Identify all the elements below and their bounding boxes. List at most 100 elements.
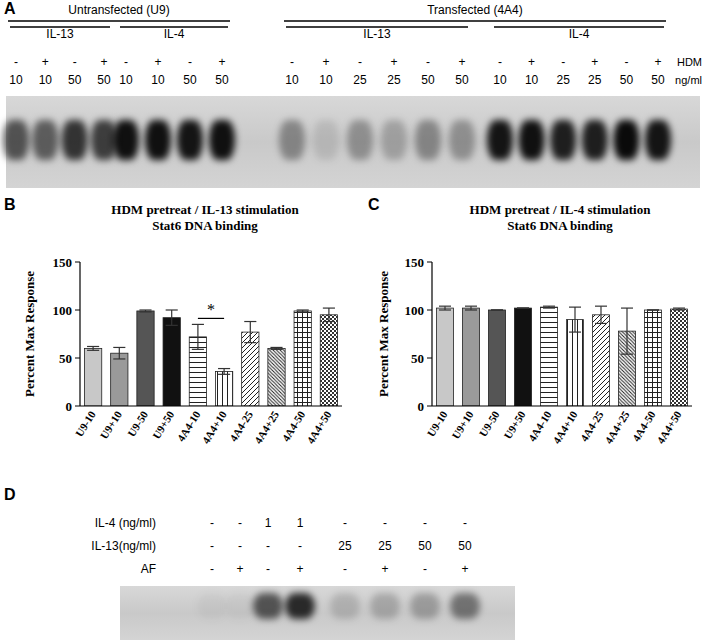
- group-label: Transfected (4A4): [427, 3, 523, 17]
- x-tick-label: 4A4-25: [578, 408, 606, 443]
- bar: [436, 308, 453, 406]
- lane-hdm: -: [188, 55, 192, 69]
- error-bar: [244, 322, 256, 343]
- gel-band: [613, 120, 639, 160]
- gel-band: [330, 593, 360, 619]
- error-cap: [517, 307, 529, 308]
- x-tick-label: U9+10: [98, 408, 125, 441]
- lane-label: -: [210, 539, 214, 553]
- y-axis-label: Percent Max Response: [376, 271, 391, 397]
- lane-hdm: -: [561, 55, 565, 69]
- gel-background: [120, 586, 515, 640]
- error-cap: [491, 309, 503, 310]
- panel-blot: DIL-4 (ng/ml)--11----IL-13(ng/ml)----252…: [4, 486, 515, 640]
- lane-hdm: +: [322, 55, 329, 69]
- error-bar: [569, 307, 581, 332]
- error-stem: [600, 306, 601, 323]
- error-cap: [647, 309, 659, 310]
- x-tick-label: 4A4+50: [304, 408, 334, 445]
- error-cap: [166, 309, 178, 310]
- error-cap: [517, 307, 529, 308]
- group-label: Untransfected (U9): [68, 3, 169, 17]
- y-tick: [75, 310, 80, 311]
- gel-band: [582, 120, 608, 160]
- gel-band: [3, 120, 29, 160]
- error-cap: [297, 311, 309, 312]
- y-tick-label: 150: [405, 255, 425, 270]
- gel-band: [519, 120, 545, 160]
- lane-label: 25: [338, 539, 352, 553]
- error-cap: [192, 324, 204, 325]
- gel-band: [177, 120, 203, 160]
- group-rule: [8, 20, 230, 21]
- lane-dose: 10: [285, 73, 299, 87]
- bar: [163, 318, 180, 406]
- lane-hdm: +: [100, 55, 107, 69]
- y-tick-label: 50: [59, 351, 72, 366]
- x-tick-label: U9-10: [425, 408, 450, 439]
- lane-label: +: [381, 562, 388, 576]
- row-label: IL-13(ng/ml): [91, 539, 156, 553]
- x-tick-label: U9+10: [449, 408, 476, 441]
- gel-band: [209, 120, 235, 160]
- x-axis: [432, 405, 692, 406]
- lane-label: -: [266, 539, 270, 553]
- lane-dose: 25: [387, 73, 401, 87]
- lane-label: -: [463, 516, 467, 530]
- lane-hdm: -: [290, 55, 294, 69]
- gel-band: [197, 593, 227, 619]
- x-tick-label: U9-10: [73, 408, 98, 439]
- x-axis: [80, 405, 342, 406]
- row-label: IL-4 (ng/ml): [95, 516, 156, 530]
- error-cap: [270, 347, 282, 348]
- error-cap: [439, 306, 451, 307]
- lane-dose: 10: [151, 73, 165, 87]
- lane-dose: 10: [525, 73, 539, 87]
- gel-band: [450, 593, 480, 619]
- error-cap: [244, 321, 256, 322]
- error-cap: [673, 309, 685, 310]
- error-cap: [297, 309, 309, 310]
- x-tick-label: 4A4-10: [526, 408, 554, 443]
- lane-hdm: +: [42, 55, 49, 69]
- error-cap: [621, 307, 633, 308]
- error-stem: [328, 308, 329, 321]
- error-cap: [139, 309, 151, 310]
- x-tick-label: 4A4-10: [175, 408, 203, 443]
- error-stem: [197, 324, 198, 349]
- error-bar: [139, 310, 151, 312]
- error-bar: [270, 347, 282, 349]
- lane-label: +: [296, 562, 303, 576]
- lane-label: -: [343, 562, 347, 576]
- lane-hdm: +: [218, 55, 225, 69]
- lane-label: +: [461, 562, 468, 576]
- error-cap: [192, 349, 204, 350]
- bar: [215, 371, 232, 406]
- error-bar: [465, 306, 477, 310]
- lane-dose: 25: [557, 73, 571, 87]
- y-tick: [75, 262, 80, 263]
- significance-mark: *: [207, 301, 215, 318]
- error-bar: [323, 308, 335, 321]
- lane-dose: 25: [353, 73, 367, 87]
- lane-dose: 10: [9, 73, 23, 87]
- lane-dose: 10: [119, 73, 133, 87]
- gel-band: [347, 120, 373, 160]
- error-cap: [323, 307, 335, 308]
- subgroup-label: IL-4: [569, 27, 590, 41]
- gel-band: [381, 120, 407, 160]
- gel-band: [225, 593, 255, 619]
- chart-subtitle: Stat6 DNA binding: [152, 218, 258, 233]
- lane-dose: 25: [588, 73, 602, 87]
- lane-dose: 10: [39, 73, 53, 87]
- y-tick-label: 100: [405, 303, 425, 318]
- lane-dose: 50: [68, 73, 82, 87]
- lane-dose: 10: [493, 73, 507, 87]
- error-bar: [192, 324, 204, 349]
- lane-hdm: -: [498, 55, 502, 69]
- lane-hdm: -: [124, 55, 128, 69]
- lane-hdm: -: [426, 55, 430, 69]
- chart-title: HDM pretreat / IL-4 stimulation: [470, 202, 652, 217]
- lane-label: -: [266, 562, 270, 576]
- gel-band: [145, 120, 171, 160]
